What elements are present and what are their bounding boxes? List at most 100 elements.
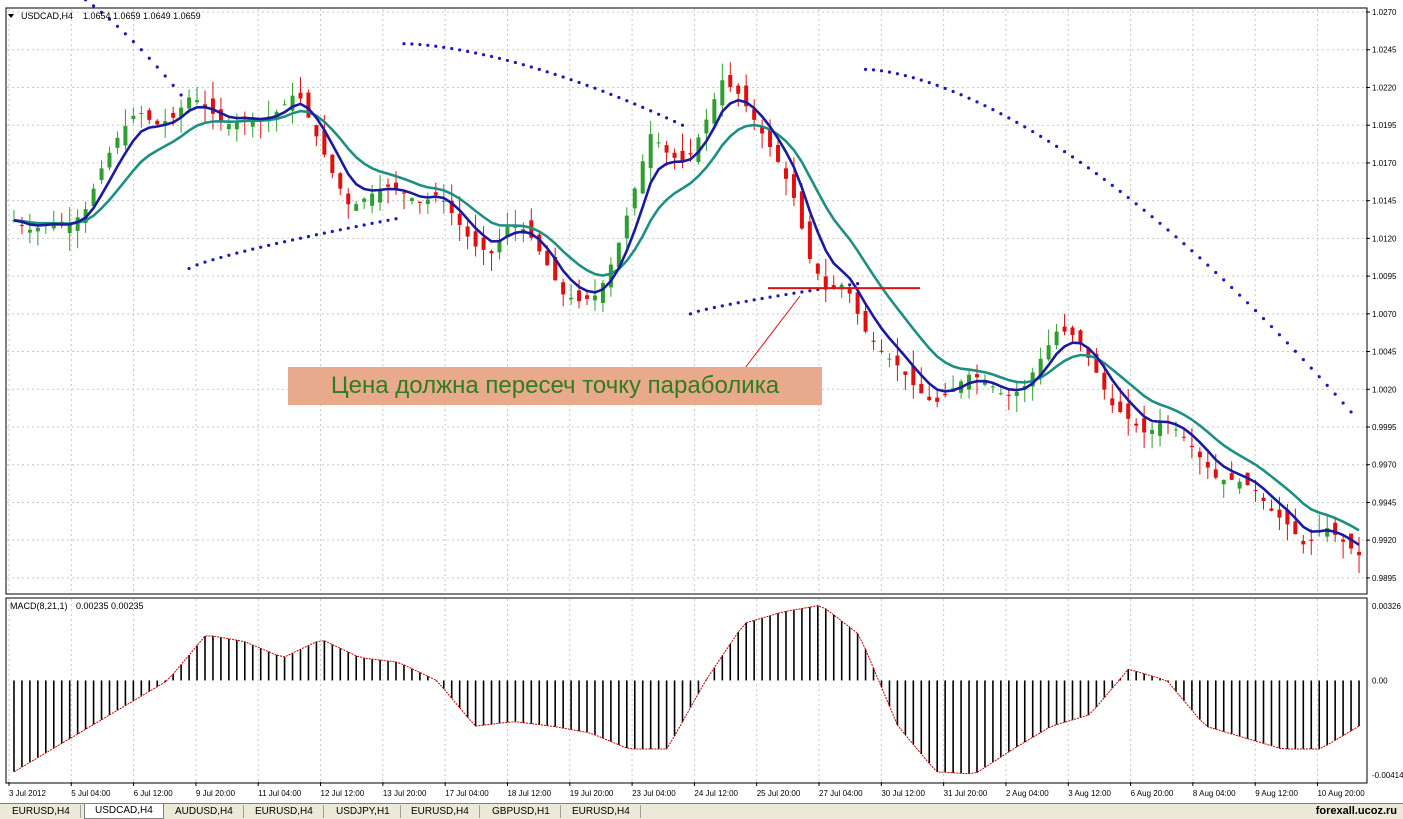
- sar-dot: [497, 56, 502, 61]
- sar-dot: [999, 112, 1003, 116]
- sar-dot: [704, 307, 708, 311]
- candle-body: [346, 193, 351, 205]
- candle-body: [457, 213, 462, 225]
- candle-body: [290, 95, 295, 111]
- sar-dot: [1238, 293, 1242, 297]
- tab-eurusd-h4-2[interactable]: EURUSD,H4: [245, 805, 324, 818]
- tab-eurusd-h4-3[interactable]: EURUSD,H4: [401, 805, 480, 818]
- candle-body: [1054, 331, 1059, 346]
- sar-dot: [1206, 263, 1210, 267]
- sar-dot: [808, 289, 812, 293]
- sar-dot: [410, 42, 414, 46]
- candle-body: [1062, 326, 1067, 332]
- annotation-label: Цена должна пересеч точку параболика: [288, 367, 822, 405]
- candle-body: [600, 282, 605, 304]
- macd-title: MACD(8,21,1): [10, 601, 68, 611]
- candle-body: [911, 365, 916, 386]
- candle-body: [314, 125, 319, 137]
- candle-body: [505, 226, 510, 236]
- sar-dot: [378, 220, 382, 224]
- sar-dot: [314, 233, 319, 237]
- symbol-title: USDCAD,H4: [21, 11, 73, 21]
- sar-dot: [585, 83, 589, 87]
- sar-dot: [1062, 149, 1067, 154]
- sar-dot: [1158, 221, 1162, 225]
- sar-dot: [1007, 116, 1011, 120]
- candle-body: [1341, 539, 1346, 542]
- candle-body: [1070, 327, 1075, 336]
- candle-body: [171, 112, 176, 118]
- time-tick-label: 9 Aug 12:00: [1255, 789, 1298, 798]
- candle-body: [1277, 509, 1282, 518]
- sar-dot: [306, 234, 311, 239]
- candle-body: [497, 240, 502, 253]
- candle-body: [537, 234, 542, 252]
- sar-dot: [712, 305, 716, 310]
- tab-gbpusd-h1[interactable]: GBPUSD,H1: [482, 805, 561, 818]
- sar-dot: [275, 241, 279, 246]
- sar-dot: [776, 294, 780, 298]
- candle-body: [616, 242, 621, 268]
- sar-dot: [1134, 202, 1138, 206]
- price-tick-label: 1.0095: [1372, 272, 1397, 281]
- time-tick-label: 13 Jul 20:00: [383, 789, 427, 798]
- sar-dot: [856, 282, 860, 286]
- candle-body: [1213, 469, 1218, 478]
- sar-dot: [625, 99, 629, 103]
- sar-dot: [481, 53, 486, 57]
- sar-dot: [163, 74, 167, 78]
- sar-dot: [1031, 129, 1035, 134]
- sar-dot: [203, 260, 207, 264]
- sar-dot: [975, 100, 979, 104]
- chart-menu-icon[interactable]: [8, 14, 14, 18]
- main-plot-frame: [5, 7, 1368, 595]
- sar-dot: [131, 40, 135, 44]
- sar-dot: [243, 249, 247, 253]
- candle-body: [123, 126, 128, 146]
- sar-dot: [1325, 383, 1329, 387]
- candle-body: [1038, 358, 1043, 377]
- sar-dot: [251, 247, 255, 251]
- sar-dot: [601, 89, 605, 93]
- sar-dot: [545, 70, 549, 74]
- sar-dot: [983, 104, 987, 108]
- candle-body: [417, 201, 422, 203]
- time-tick-label: 6 Aug 20:00: [1131, 789, 1174, 798]
- candle-body: [760, 126, 765, 134]
- candle-body: [378, 188, 383, 203]
- tab-usdcad-h4[interactable]: USDCAD,H4: [84, 804, 164, 819]
- watermark-text: forexall.ucoz.ru: [1315, 805, 1397, 817]
- tab-eurusd-h4-4[interactable]: EURUSD,H4: [562, 805, 641, 818]
- sar-dot: [935, 83, 939, 87]
- time-tick-label: 25 Jul 20:00: [757, 789, 801, 798]
- sar-dot: [577, 80, 581, 85]
- candle-body: [776, 144, 781, 162]
- tab-usdjpy-h1[interactable]: USDJPY,H1: [326, 805, 401, 818]
- sar-dot: [688, 312, 693, 316]
- price-tick-label: 0.9895: [1372, 574, 1397, 583]
- sar-dot: [951, 89, 955, 94]
- sar-dot: [800, 290, 804, 294]
- candle-body: [553, 257, 558, 281]
- price-tick-label: 1.0245: [1372, 46, 1397, 55]
- sar-dot: [505, 58, 510, 63]
- candle-body: [210, 98, 215, 114]
- tab-audusd-h4[interactable]: AUDUSD,H4: [165, 805, 244, 818]
- candle-body: [1134, 423, 1139, 426]
- sar-dot: [943, 86, 947, 90]
- sar-dot: [434, 44, 438, 48]
- candle-body: [1221, 479, 1226, 485]
- sar-dot: [967, 96, 971, 100]
- sar-dot: [402, 42, 406, 46]
- candle-body: [338, 173, 343, 189]
- grid-lines: [7, 9, 1366, 782]
- macd-plot-frame: [5, 597, 1368, 784]
- candlesticks: [11, 62, 1362, 574]
- candle-body: [561, 282, 566, 295]
- candle-body: [322, 130, 327, 155]
- sar-dot: [354, 224, 358, 229]
- candle-body: [409, 198, 414, 202]
- sar-dot: [418, 42, 422, 47]
- ohlc-readout: 1.0654 1.0659 1.0649 1.0659: [83, 11, 201, 21]
- tab-eurusd-h4[interactable]: EURUSD,H4: [2, 805, 81, 818]
